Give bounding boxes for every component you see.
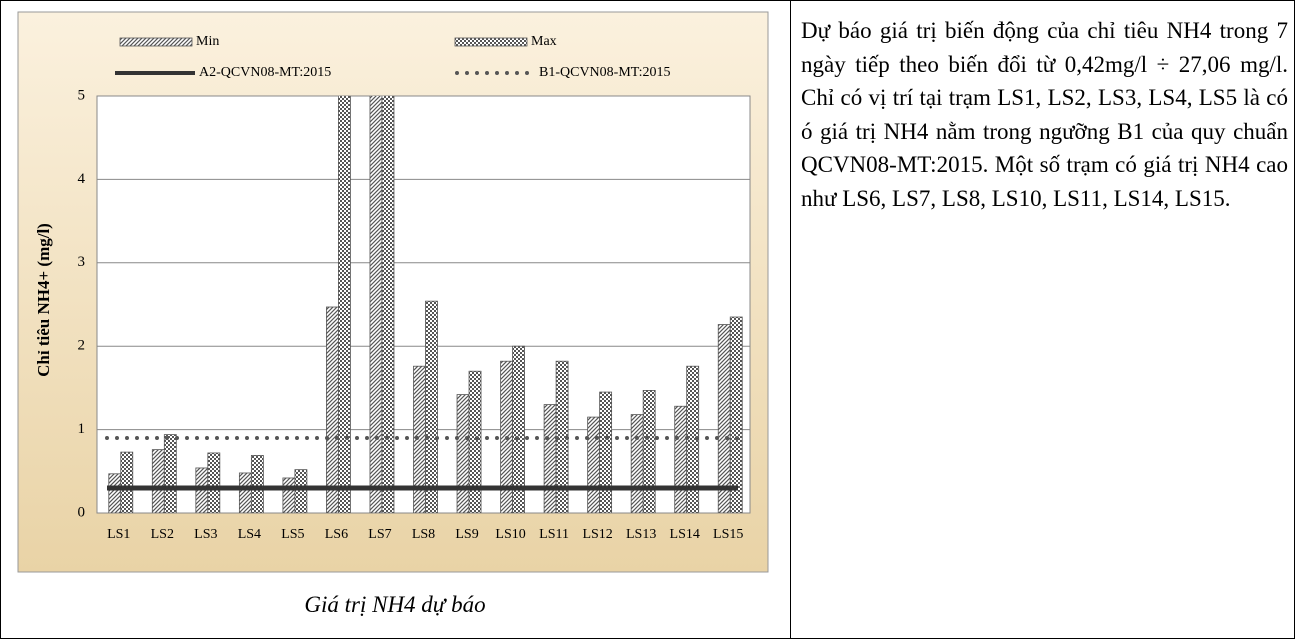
bar [282, 477, 296, 513]
bar [195, 467, 209, 513]
bar [642, 390, 656, 513]
bar [630, 414, 644, 513]
x-tick-label: LS4 [238, 527, 261, 542]
chart: Chỉ tiêu NH4+ (mg/l) 0 1 2 3 4 5 LS1 LS2 LS3 LS4 L… [17, 11, 769, 573]
bar [207, 452, 221, 513]
bar [456, 394, 470, 513]
bar [543, 404, 557, 513]
x-tick-label: LS2 [151, 527, 174, 542]
legend-label: Max [531, 34, 557, 49]
cell-divider [790, 0, 791, 639]
bar [108, 473, 122, 513]
x-tick-label: LS7 [368, 527, 391, 542]
bar [294, 469, 308, 513]
x-tick-label: LS13 [626, 527, 656, 542]
bar [674, 405, 688, 513]
x-tick-label: LS3 [194, 527, 217, 542]
bar [587, 416, 601, 513]
y-tick-label: 1 [78, 421, 86, 437]
bar [338, 96, 351, 513]
legend-label: A2-QCVN08-MT:2015 [199, 65, 331, 80]
y-axis-label: Chỉ tiêu NH4+ (mg/l) [34, 223, 53, 377]
x-tick-label: LS11 [539, 527, 569, 542]
bar [238, 472, 252, 513]
caption: Giá trị NH4 dự báo [304, 592, 486, 617]
y-tick-label: 2 [78, 338, 86, 354]
bar [250, 455, 264, 513]
bar [369, 96, 383, 513]
paragraph: Dự báo giá trị biến động của chỉ tiêu NH… [801, 18, 1288, 211]
legend-swatch [454, 37, 528, 47]
x-tick-label: LS5 [281, 527, 304, 542]
legend-label: B1-QCVN08-MT:2015 [539, 65, 671, 80]
bar [163, 434, 177, 513]
bar [326, 306, 339, 513]
y-tick-label: 0 [78, 504, 86, 520]
x-tick-label: LS15 [713, 527, 743, 542]
legend-label: Min [196, 34, 219, 49]
bar [599, 391, 613, 513]
y-tick-label: 3 [78, 254, 86, 270]
x-tick-label: LS6 [325, 527, 348, 542]
bar [468, 370, 482, 513]
y-tick-label: 5 [78, 87, 86, 103]
x-tick-label: LS12 [582, 527, 612, 542]
legend-swatch [119, 37, 193, 47]
bar [729, 316, 743, 513]
bar [512, 345, 525, 513]
x-tick-label: LS1 [107, 527, 130, 542]
y-tick-label: 4 [78, 171, 86, 187]
bar [381, 96, 395, 513]
x-tick-label: LS10 [495, 527, 525, 542]
bar [717, 324, 731, 513]
bar [413, 365, 426, 513]
bar [151, 449, 165, 513]
x-tick-label: LS8 [412, 527, 435, 542]
x-tick-label: LS9 [455, 527, 478, 542]
bar [120, 451, 134, 513]
bar [425, 300, 438, 513]
x-tick-label: LS14 [670, 527, 700, 542]
